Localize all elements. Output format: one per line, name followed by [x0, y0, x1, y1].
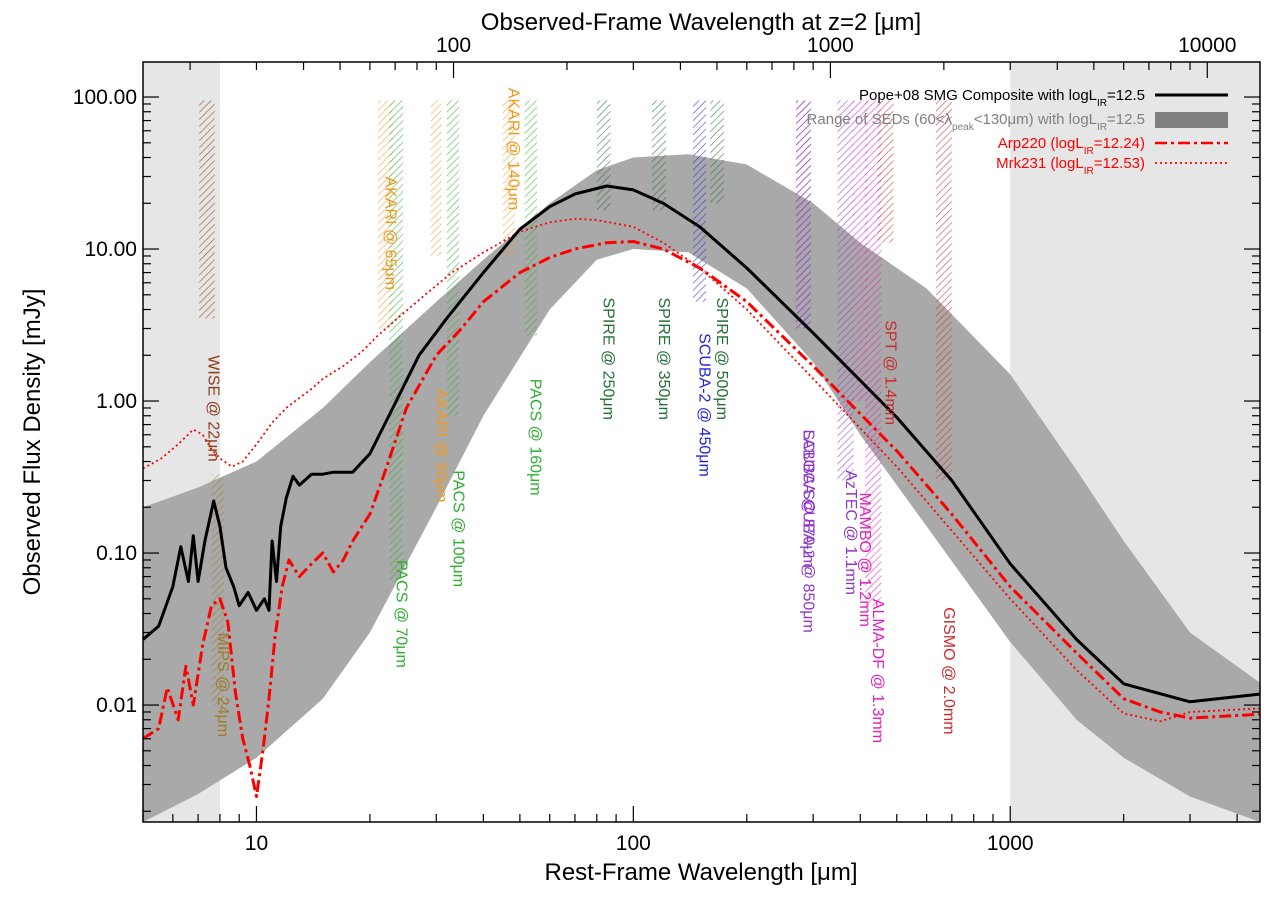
band-label-pacs-100-m: PACS @ 100μm: [449, 470, 466, 587]
band-label-mambo-1-2mm: MAMBO @ 1.2mm: [856, 493, 873, 627]
y-tick-label: 10.00: [84, 238, 137, 261]
band-label-akari-90-m: AKARI @ 90μm: [432, 389, 449, 503]
y-tick-label: 0.01: [96, 694, 137, 717]
band-akari-90-m: [430, 100, 442, 256]
legend-label-mrk231: Mrk231 (logLIR=12.53): [996, 155, 1145, 177]
sed-range-area: [143, 154, 1260, 822]
band-gismo-2-0mm: [935, 100, 952, 481]
band-label-alma-df-1-3mm: ALMA-DF @ 1.3mm: [869, 599, 886, 743]
band-scuba-2-450-m: [693, 100, 707, 302]
band-pacs-70-m: [389, 100, 404, 582]
x2-tick-label: 10000: [1178, 34, 1236, 57]
sed-range-band: [143, 154, 1260, 822]
band-label-wise-22-m: WISE @ 22μm: [204, 355, 221, 461]
x-tick-label: 100: [616, 832, 651, 855]
band-label-scuba-scuba-2-850-m: SCUBA/SCUBA-2 @ 850μm: [800, 430, 817, 633]
series-arp220: [143, 240, 1260, 798]
band-akari-65-m: [377, 100, 393, 329]
x-tick-label: 1000: [987, 832, 1034, 855]
band-spire-350-m: [651, 100, 666, 211]
band-label-aztec-1-1mm: AzTEC @ 1.1mm: [842, 470, 859, 595]
instrument-bands: [199, 100, 952, 706]
x-axis-title: Rest-Frame Wavelength [μm]: [544, 859, 857, 886]
band-spt-1-4mm: [877, 100, 894, 243]
legend-label-range: Range of SEDs (60<λpeak<130μm) with logL…: [807, 111, 1145, 133]
instrument-band-labels: WISE @ 22μm MIPS @ 24μm AKARI @ 65μm PACS @…: [204, 88, 957, 743]
band-label-pacs-70-m: PACS @ 70μm: [392, 560, 409, 668]
band-label-pacs-160-m: PACS @ 160μm: [526, 379, 543, 496]
band-label-spire-250-m: SPIRE @ 250μm: [599, 298, 616, 420]
band-laboca-870-m: [795, 100, 811, 329]
sed-lines: [143, 184, 1260, 798]
band-label-spt-1-4mm: SPT @ 1.4mm: [882, 320, 899, 425]
legend-label-arp220: Arp220 (logLIR=12.24): [998, 135, 1145, 157]
band-aztec-1-1mm: [837, 100, 854, 481]
legend-swatch-range: [1155, 112, 1228, 128]
y-tick-label: 100.00: [73, 86, 137, 109]
band-spire-250-m: [596, 100, 611, 211]
band-wise-22-m: [199, 100, 215, 319]
y-tick-label: 0.10: [96, 542, 137, 565]
band-label-spire-500-m: SPIRE @ 500μm: [713, 298, 730, 420]
band-pacs-100-m: [446, 100, 460, 416]
x2-tick-label: 1000: [807, 34, 854, 57]
band-label-laboca-870-m: LABOCA @ 870μm: [800, 430, 817, 568]
band-mambo-1-2mm: [852, 100, 868, 402]
band-label-gismo-2-0mm: GISMO @ 2.0mm: [940, 607, 957, 734]
plot-frame: [142, 61, 1261, 823]
band-alma-df-1-3mm: [865, 100, 882, 606]
legend: Pope+08 SMG Composite with logLIR=12.5Ra…: [807, 87, 1228, 177]
band-akari-140-m: [502, 100, 515, 256]
band-label-scuba-2-450-m: SCUBA-2 @ 450μm: [696, 333, 713, 477]
legend-label-pope: Pope+08 SMG Composite with logLIR=12.5: [859, 87, 1145, 109]
y-tick-label: 1.00: [96, 390, 137, 413]
band-label-mips-24-m: MIPS @ 24μm: [214, 633, 231, 738]
band-label-spire-350-m: SPIRE @ 350μm: [655, 298, 672, 420]
axes: 10 100 1000 100 1000 10000 0.01 0.10 1.00 10.00 10…: [73, 34, 1261, 855]
band-spire-500-m: [710, 100, 724, 204]
x-tick-label: 10: [245, 832, 268, 855]
band-label-akari-140-m: AKARI @ 140μm: [505, 88, 522, 210]
band-pacs-160-m: [524, 100, 537, 336]
x2-tick-label: 100: [436, 34, 471, 57]
y-axis-title: Observed Flux Density [mJy]: [19, 289, 46, 596]
x2-axis-title: Observed-Frame Wavelength at z=2 [μm]: [481, 9, 921, 36]
band-label-akari-65-m: AKARI @ 65μm: [382, 177, 399, 291]
series-pope: [143, 184, 1260, 704]
